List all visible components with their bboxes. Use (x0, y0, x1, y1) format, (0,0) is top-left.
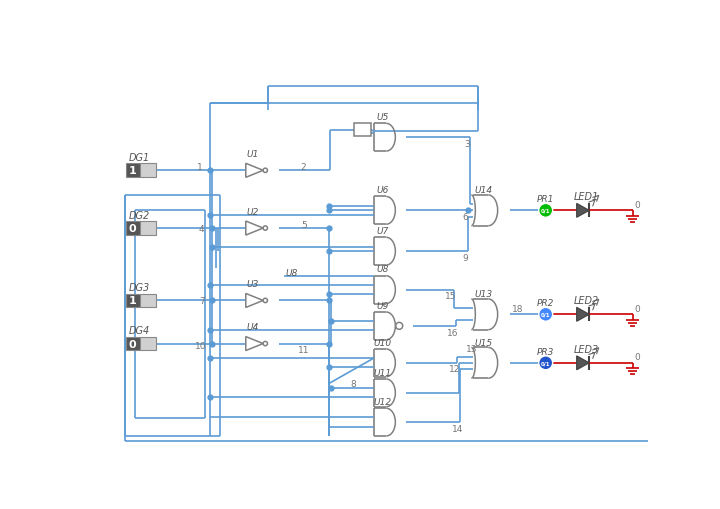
Text: U8: U8 (377, 265, 389, 274)
Text: 8: 8 (351, 379, 356, 388)
Text: 0: 0 (634, 201, 640, 209)
Text: U6: U6 (377, 186, 389, 194)
Text: 0/1: 0/1 (541, 360, 551, 365)
Text: 0: 0 (129, 223, 136, 234)
Bar (140, 222, 156, 236)
Text: DG4: DG4 (129, 326, 150, 336)
Text: 3: 3 (464, 139, 470, 149)
Text: U1: U1 (246, 150, 259, 159)
Text: 1: 1 (129, 166, 137, 176)
Bar (126, 294, 140, 308)
Text: LED3: LED3 (573, 344, 598, 354)
Text: LED2: LED2 (573, 296, 598, 306)
Text: 13: 13 (467, 345, 478, 354)
Circle shape (539, 308, 553, 322)
Text: U15: U15 (474, 338, 492, 347)
Text: DG1: DG1 (129, 153, 150, 163)
Text: U11: U11 (374, 368, 392, 377)
Text: 6: 6 (462, 213, 468, 221)
Circle shape (539, 356, 553, 370)
Text: U14: U14 (474, 186, 492, 194)
Text: U3: U3 (246, 279, 259, 289)
Text: U10: U10 (374, 338, 392, 347)
Text: 14: 14 (451, 424, 463, 433)
Circle shape (396, 323, 402, 330)
Text: 15: 15 (446, 292, 457, 301)
Polygon shape (577, 308, 589, 322)
Text: 1: 1 (197, 163, 203, 172)
Text: U4: U4 (246, 323, 259, 331)
Bar (140, 294, 156, 308)
Polygon shape (577, 356, 589, 370)
Text: 0: 0 (129, 339, 136, 349)
Bar (126, 337, 140, 351)
Text: DG2: DG2 (129, 211, 150, 220)
Text: PR1: PR1 (537, 195, 554, 204)
Text: 1: 1 (129, 296, 137, 306)
Text: 2: 2 (300, 163, 306, 172)
Text: 7: 7 (199, 296, 205, 305)
Text: 0/1: 0/1 (541, 312, 551, 317)
Text: 16: 16 (447, 328, 459, 337)
Circle shape (539, 204, 553, 218)
Text: U7: U7 (377, 227, 389, 235)
Text: LED1: LED1 (573, 192, 598, 202)
Circle shape (263, 227, 267, 231)
Circle shape (263, 342, 267, 346)
Bar (354, 124, 371, 136)
Text: U9: U9 (377, 301, 389, 310)
Text: PR2: PR2 (537, 299, 554, 307)
Text: 9: 9 (462, 253, 468, 262)
Text: U2: U2 (246, 207, 259, 216)
Bar (140, 164, 156, 178)
Text: 10: 10 (195, 341, 207, 350)
Circle shape (263, 169, 267, 173)
Text: 0: 0 (634, 352, 640, 361)
Text: 18: 18 (512, 304, 523, 313)
Text: U8: U8 (285, 269, 297, 278)
Text: 11: 11 (298, 346, 310, 355)
Bar (126, 164, 140, 178)
Text: 0/1: 0/1 (541, 209, 551, 213)
Text: U12: U12 (374, 397, 392, 406)
Text: 12: 12 (449, 365, 460, 374)
Circle shape (263, 299, 267, 303)
Text: 5: 5 (301, 220, 307, 229)
Text: U5: U5 (377, 112, 389, 122)
Bar (126, 222, 140, 236)
Text: U13: U13 (474, 290, 492, 298)
Text: PR3: PR3 (537, 347, 554, 356)
Text: 4: 4 (199, 224, 204, 233)
Polygon shape (577, 204, 589, 218)
Text: DG3: DG3 (129, 283, 150, 293)
Text: 0: 0 (634, 304, 640, 313)
Bar (140, 337, 156, 351)
